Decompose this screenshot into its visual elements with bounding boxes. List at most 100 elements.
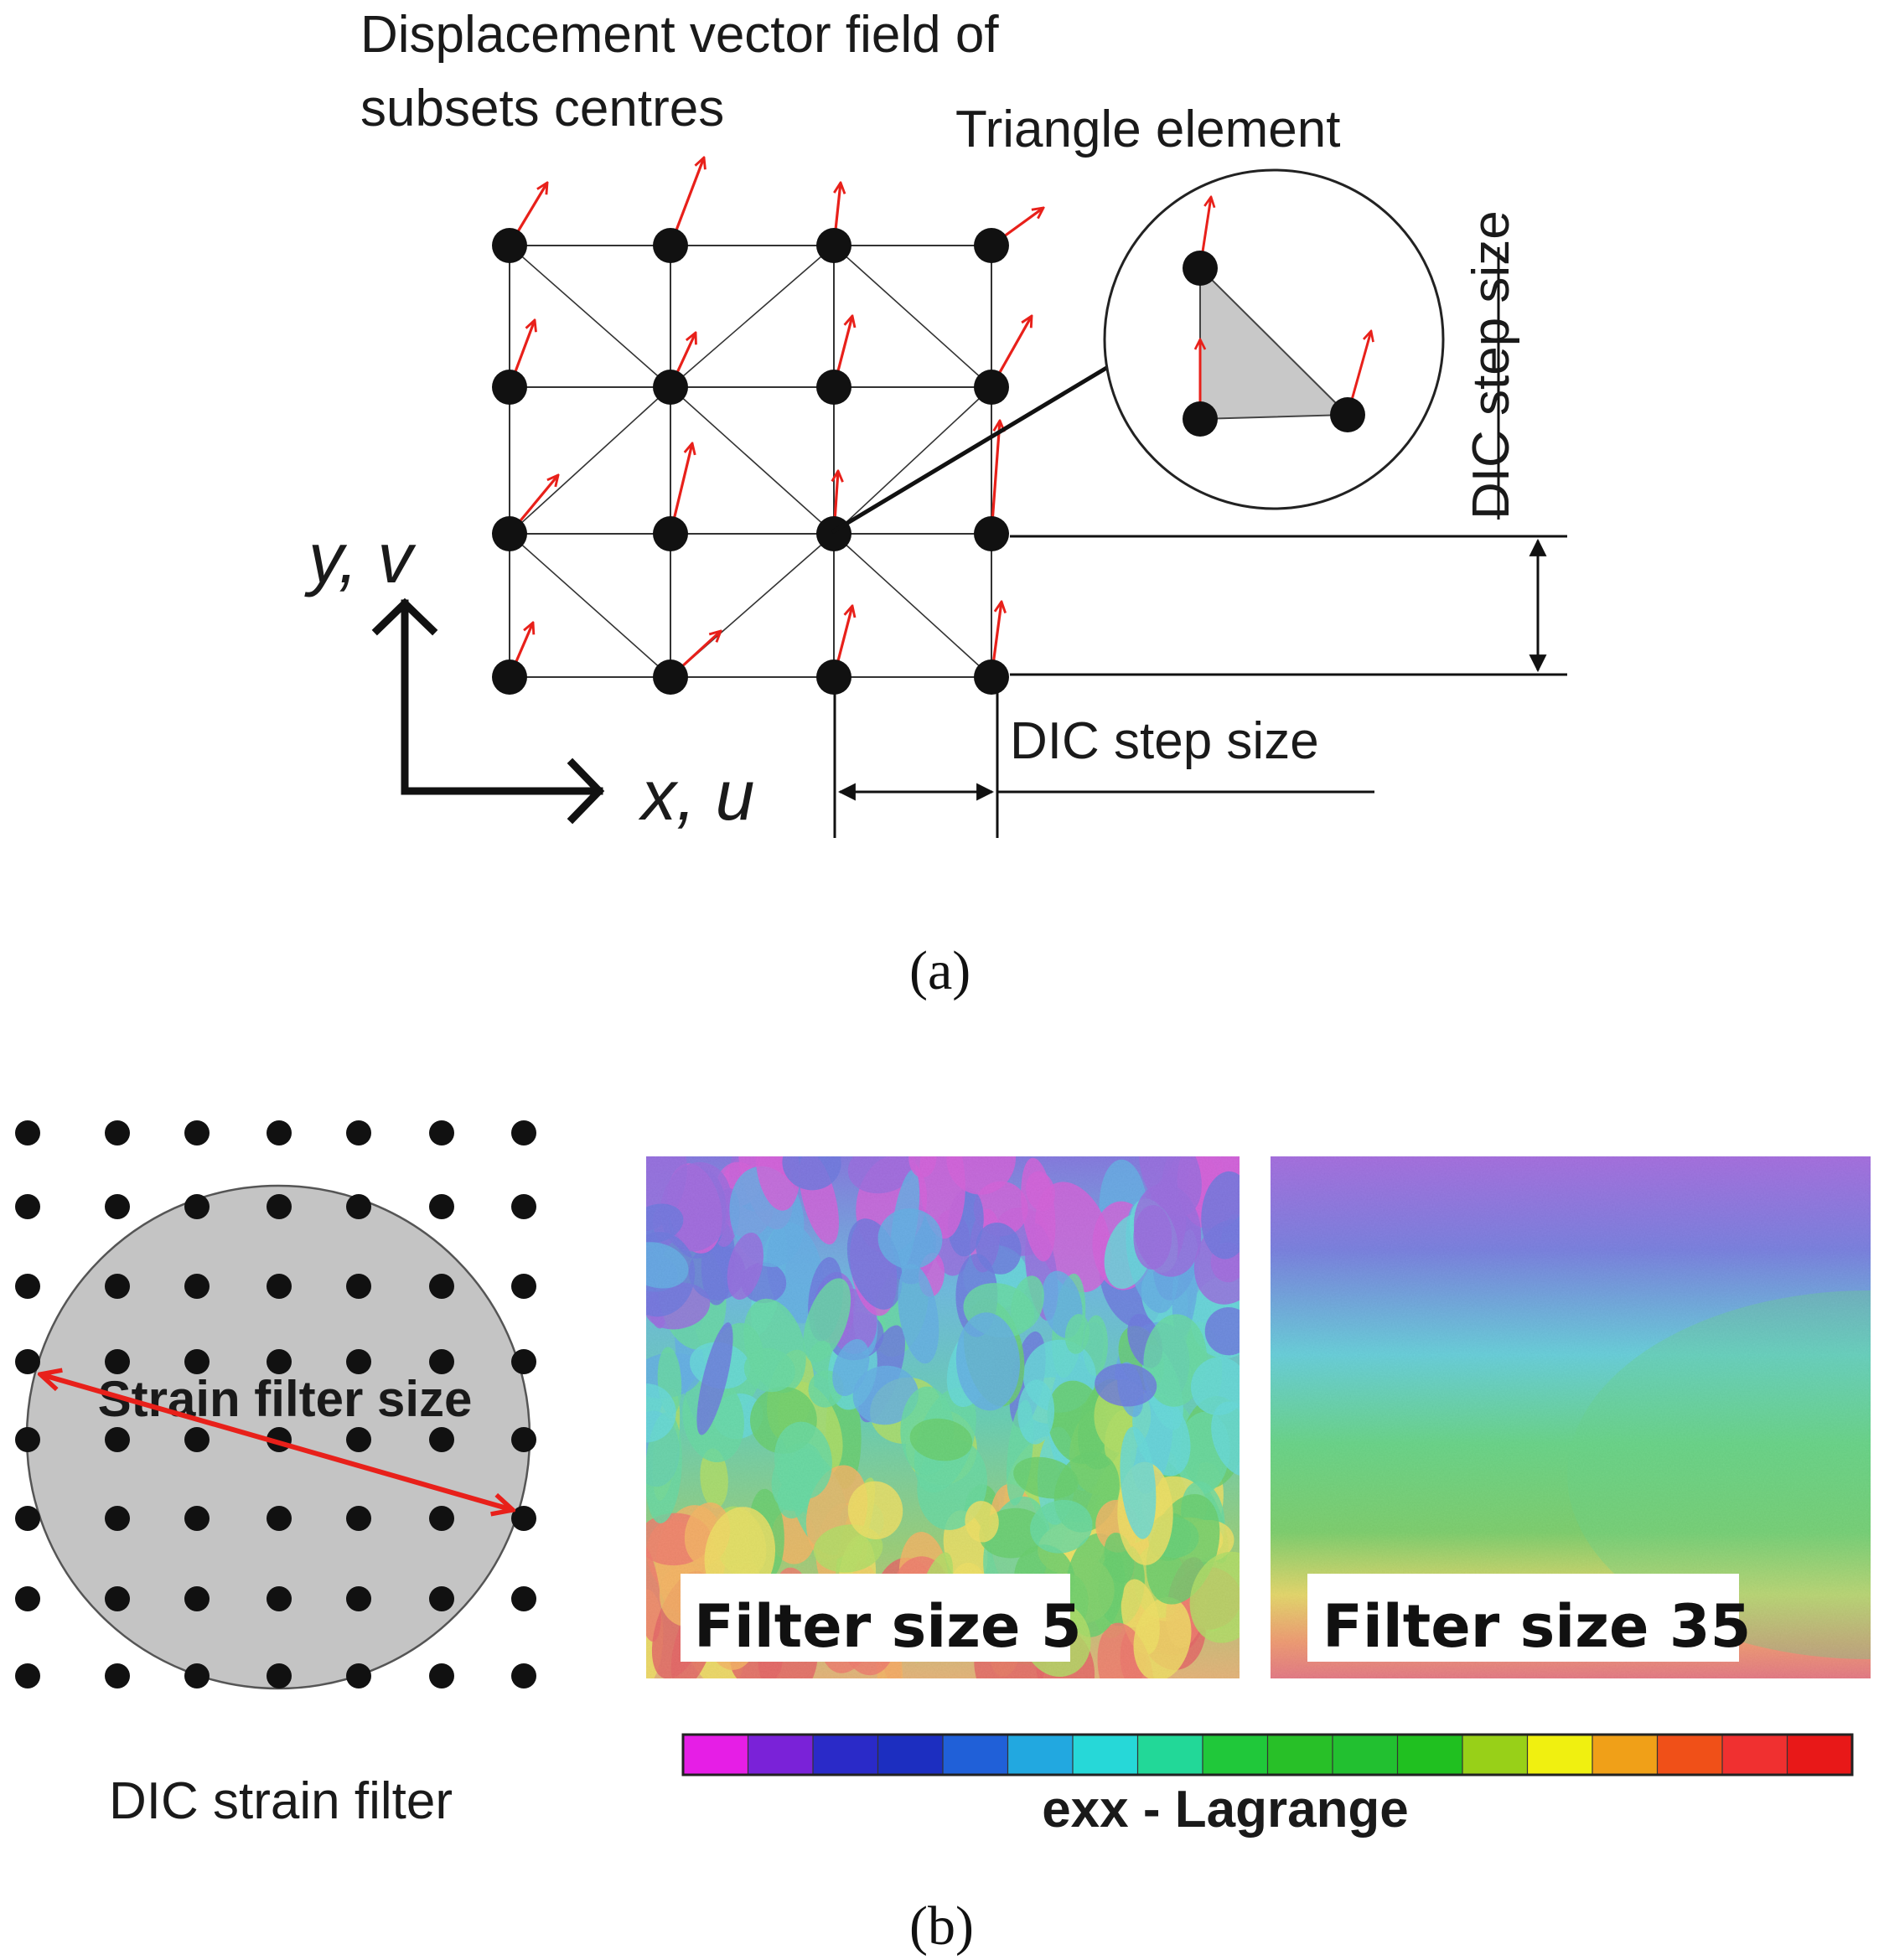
inset-node-1 (1183, 251, 1218, 286)
grid-dot-r4-c1 (15, 1349, 40, 1374)
panel-a-caption: (a) (909, 940, 970, 1001)
grid-dot-r3-c3 (184, 1274, 210, 1299)
colorbar-segment-1 (682, 1734, 749, 1776)
displacement-vector-r3-c4 (990, 421, 1000, 535)
colorbar-segment-7 (1072, 1734, 1139, 1776)
panel-b: Strain filter size DIC strain filter Fil… (15, 1120, 1871, 1957)
grid-dot-r1-c3 (184, 1120, 210, 1145)
mesh-diagonal-5 (670, 386, 835, 535)
grid-dot-r3-c4 (267, 1274, 292, 1299)
grid-dot-r1-c6 (429, 1120, 454, 1145)
subset-centre-node-r4-c4 (974, 659, 1009, 695)
dic-strain-filter-caption: DIC strain filter (109, 1772, 453, 1830)
grid-dot-r1-c7 (511, 1120, 536, 1145)
subset-centre-node-r1-c4 (974, 228, 1009, 263)
mesh-diagonal-7 (509, 533, 671, 678)
grid-dot-r5-c6 (429, 1427, 454, 1452)
triangle-mesh (509, 245, 992, 678)
grid-dot-r7-c4 (267, 1586, 292, 1611)
panel-b-caption: (b) (909, 1895, 974, 1957)
inset-circle (1103, 168, 1445, 510)
colorbar-segment-15 (1592, 1734, 1659, 1776)
grid-dot-r8-c2 (105, 1663, 130, 1688)
subset-centre-node-r1-c1 (492, 228, 527, 263)
subset-centre-node-r3-c2 (653, 516, 688, 551)
subset-centre-node-r2-c4 (974, 370, 1009, 405)
displacement-title-line2: subsets centres (360, 80, 724, 137)
grid-dot-r6-c1 (15, 1506, 40, 1531)
subset-centre-node-r4-c2 (653, 659, 688, 695)
triangle-element-label: Triangle element (955, 101, 1341, 158)
horizontal-step-dimension (833, 687, 1374, 838)
grid-dot-r7-c1 (15, 1586, 40, 1611)
map1-label-box (681, 1574, 1070, 1662)
colorbar-segment-2 (747, 1734, 815, 1776)
subset-centre-node-r1-c3 (816, 228, 851, 263)
strain-filter-size-arrow (40, 1374, 513, 1510)
map1-label: Filter size 5 (694, 1592, 1082, 1661)
subset-centre-node-r4-c1 (492, 659, 527, 695)
grid-dot-r2-c7 (511, 1194, 536, 1219)
panel-a: Displacement vector field of subsets cen… (304, 6, 1567, 1001)
grid-dot-r2-c5 (346, 1194, 371, 1219)
displacement-vectors (508, 158, 1043, 679)
colorbar (681, 1733, 1854, 1776)
grid-dot-r7-c3 (184, 1586, 210, 1611)
step-size-horizontal-label: DIC step size (1010, 712, 1319, 770)
inset-leader-line (831, 365, 1110, 535)
grid-dot-r5-c7 (511, 1427, 536, 1452)
inset-node-2 (1183, 401, 1218, 437)
grid-dot-r6-c2 (105, 1506, 130, 1531)
colorbar-segment-3 (812, 1734, 879, 1776)
grid-dot-r6-c5 (346, 1506, 371, 1531)
grid-dot-r7-c5 (346, 1586, 371, 1611)
grid-dot-r6-c3 (184, 1506, 210, 1531)
subset-centre-node-r3-c4 (974, 516, 1009, 551)
colorbar-segment-17 (1721, 1734, 1788, 1776)
grid-dot-r1-c1 (15, 1120, 40, 1145)
mesh-diagonal-3 (833, 245, 992, 388)
grid-dot-r2-c3 (184, 1194, 210, 1219)
colorbar-segment-12 (1396, 1734, 1464, 1776)
colorbar-label: exx - Lagrange (1042, 1781, 1409, 1838)
grid-dot-r8-c1 (15, 1663, 40, 1688)
colorbar-segment-13 (1462, 1734, 1529, 1776)
grid-dot-r7-c2 (105, 1586, 130, 1611)
subset-centre-node-r3-c1 (492, 516, 527, 551)
colorbar-segment-9 (1202, 1734, 1269, 1776)
grid-dot-r8-c7 (511, 1663, 536, 1688)
colorbar-segment-18 (1786, 1734, 1854, 1776)
colorbar-segment-6 (1007, 1734, 1074, 1776)
axis-x-label: x, u (638, 756, 754, 835)
grid-dot-r2-c2 (105, 1194, 130, 1219)
grid-dot-r5-c5 (346, 1427, 371, 1452)
grid-dot-r7-c6 (429, 1586, 454, 1611)
grid-dot-r2-c6 (429, 1194, 454, 1219)
map2-label: Filter size 35 (1322, 1592, 1751, 1661)
grid-dot-r8-c4 (267, 1663, 292, 1688)
grid-dot-r1-c4 (267, 1120, 292, 1145)
grid-dot-r1-c5 (346, 1120, 371, 1145)
inset-node-3 (1330, 397, 1365, 432)
grid-dot-r7-c7 (511, 1586, 536, 1611)
grid-dot-r3-c2 (105, 1274, 130, 1299)
subset-centre-node-r2-c2 (653, 370, 688, 405)
grid-dot-r8-c3 (184, 1663, 210, 1688)
grid-dot-r2-c4 (267, 1194, 292, 1219)
strain-filter-size-label: Strain filter size (98, 1371, 473, 1427)
grid-dot-r3-c6 (429, 1274, 454, 1299)
grid-dot-r8-c5 (346, 1663, 371, 1688)
triangle-element-inset (1103, 168, 1445, 510)
map2-label-box (1307, 1574, 1739, 1662)
grid-dot-r4-c7 (511, 1349, 536, 1374)
colorbar-segment-4 (877, 1734, 945, 1776)
mesh-diagonal-9 (833, 533, 992, 678)
grid-dot-r3-c7 (511, 1274, 536, 1299)
colorbar-segment-5 (942, 1734, 1009, 1776)
displacement-title-line1: Displacement vector field of (360, 6, 999, 64)
grid-dot-r5-c2 (105, 1427, 130, 1452)
grid-dot-r5-c1 (15, 1427, 40, 1452)
subset-centre-node-r2-c1 (492, 370, 527, 405)
coordinate-axes (371, 597, 605, 825)
